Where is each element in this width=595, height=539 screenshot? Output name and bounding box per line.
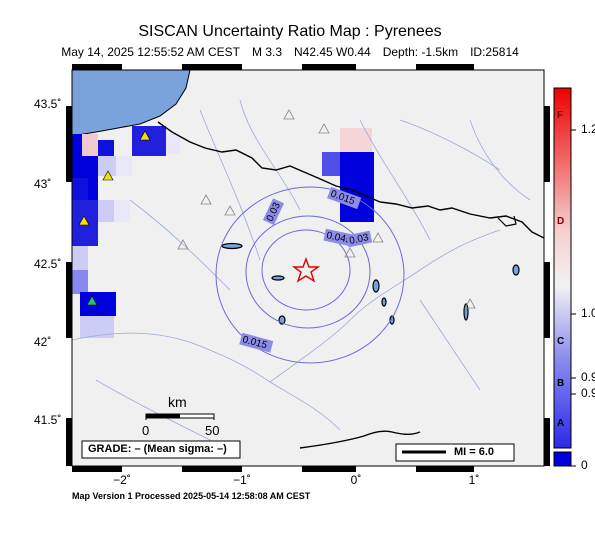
- colorbar-zero-swatch: [553, 451, 572, 467]
- colorbar-grade-label: C: [557, 336, 565, 347]
- colorbar-grade-label: D: [557, 216, 565, 227]
- frame-ticks: [66, 64, 550, 472]
- epicenter-star-icon: [291, 257, 321, 283]
- lon-tick-label: −2˚: [113, 473, 131, 487]
- lon-tick-label: −1˚: [233, 473, 251, 487]
- event-id: ID:25814: [470, 45, 519, 59]
- station-triangle-icon: [283, 109, 295, 120]
- station-triangle-icon: [224, 205, 236, 216]
- colorbar-tick-label: 1.2: [581, 122, 595, 136]
- station-triangle-icon: [464, 298, 476, 309]
- lon-tick-label: 0˚: [350, 473, 362, 487]
- event-info: May 14, 2025 12:55:52 AM CEST M 3.3 N42.45…: [0, 45, 580, 59]
- lat-tick-label: 42˚: [34, 335, 52, 349]
- station-triangle-icon: [318, 123, 330, 134]
- colorbar-grade-label: B: [557, 378, 565, 389]
- event-magnitude: M 3.3: [251, 45, 282, 59]
- station-triangle-icon: [372, 232, 384, 243]
- scale-start: 0: [142, 423, 150, 438]
- reservoirs: [221, 242, 520, 325]
- colorbar-tick-label: 0.9: [581, 386, 595, 400]
- colorbar-tick-label: 1.0: [581, 306, 595, 320]
- event-location: N42.45 W0.44: [294, 45, 371, 59]
- stations: [78, 109, 476, 309]
- lat-tick-label: 41.5˚: [34, 413, 62, 427]
- station-triangle-icon: [177, 239, 189, 250]
- event-depth: Depth: -1.5km: [382, 45, 459, 59]
- uncertainty-grid-west: [72, 126, 180, 338]
- station-triangle-icon: [139, 130, 151, 141]
- scale-unit: km: [168, 394, 187, 410]
- colorbar-grade-label: A: [557, 418, 565, 429]
- border-andorra: [497, 215, 517, 227]
- uncertainty-grid-east: [322, 128, 374, 222]
- station-triangle-icon: [200, 194, 212, 205]
- footer-processed: Map Version 1 Processed 2025-05-14 12:58…: [72, 491, 311, 501]
- lat-tick-label: 43.5˚: [34, 97, 62, 111]
- lat-tick-label: 42.5˚: [34, 257, 62, 271]
- colorbar-ticks: [571, 129, 576, 467]
- map-title: SISCAN Uncertainty Ratio Map : Pyrenees: [138, 23, 442, 40]
- lat-tick-label: 43˚: [34, 177, 52, 191]
- scale-end: 50: [205, 423, 220, 438]
- mmi-legend-frame: [395, 443, 515, 462]
- station-triangle-icon: [78, 215, 90, 226]
- rivers: [72, 99, 531, 441]
- contour-label: 0.03: [348, 232, 370, 247]
- mmi-legend-text: MI = 6.0: [454, 446, 495, 458]
- station-triangle-icon: [344, 247, 356, 258]
- scale-bar: [145, 413, 215, 420]
- station-triangle-icon: [102, 170, 114, 181]
- uncertainty-contours: [215, 186, 405, 364]
- ebro-river: [299, 430, 421, 449]
- border-spain-france: [157, 121, 544, 239]
- grade-box-frame: [81, 440, 241, 459]
- contour-label: 0.045: [325, 230, 352, 246]
- station-triangle-icon: [86, 295, 98, 306]
- grade-text: GRADE: – (Mean sigma: –): [88, 443, 227, 455]
- event-date: May 14, 2025 12:55:52 AM CEST: [61, 45, 240, 59]
- lon-tick-label: 1˚: [468, 473, 480, 487]
- colorbar-tick-label: 0: [581, 458, 588, 472]
- colorbar: [553, 87, 572, 449]
- colorbar-grade-label: F: [557, 110, 564, 121]
- colorbar-tick-label: 0.9: [581, 370, 595, 384]
